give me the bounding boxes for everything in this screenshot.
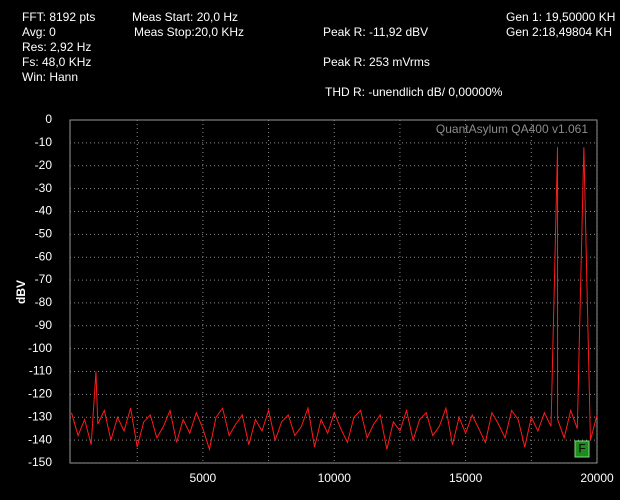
- y-tick-label: -100: [28, 341, 52, 355]
- info-text: Meas Stop:20,0 KHz: [134, 25, 244, 39]
- y-tick-label: -40: [35, 204, 53, 218]
- info-text: Meas Start: 20,0 Hz: [132, 10, 238, 24]
- y-tick-label: 0: [45, 112, 52, 126]
- y-tick-label: -80: [35, 295, 53, 309]
- marker-label: F: [578, 442, 585, 456]
- x-tick-label: 5000: [190, 471, 217, 485]
- info-text: Avg: 0: [22, 25, 56, 39]
- x-tick-label: 15000: [449, 471, 483, 485]
- y-tick-label: -30: [35, 181, 53, 195]
- info-text: Res: 2,92 Hz: [22, 40, 91, 54]
- y-axis-label: dBV: [14, 280, 28, 304]
- watermark: QuantAsylum QA400 v1.061: [436, 122, 588, 136]
- x-tick-label: 10000: [318, 471, 352, 485]
- info-text: Peak R: -11,92 dBV: [323, 25, 428, 39]
- info-text: Gen 1: 19,50000 KH: [506, 10, 615, 24]
- y-tick-label: -130: [28, 409, 52, 423]
- info-text: Peak R: 253 mVrms: [323, 55, 430, 69]
- y-tick-label: -20: [35, 158, 53, 172]
- y-tick-label: -140: [28, 432, 52, 446]
- info-text: Win: Hann: [22, 70, 78, 84]
- y-tick-label: -10: [35, 135, 53, 149]
- y-tick-label: -90: [35, 318, 53, 332]
- y-tick-label: -50: [35, 227, 53, 241]
- y-tick-label: -120: [28, 387, 52, 401]
- info-text: Fs: 48,0 KHz: [22, 55, 91, 69]
- info-text: THD R: -unendlich dB/ 0,00000%: [325, 85, 503, 99]
- info-text: Gen 2:18,49804 KH: [506, 25, 612, 39]
- spectrum-line: [71, 147, 598, 452]
- y-tick-label: -150: [28, 455, 52, 469]
- x-tick-label: 20000: [580, 471, 614, 485]
- y-tick-label: -70: [35, 272, 53, 286]
- y-tick-label: -110: [29, 364, 52, 378]
- plot-frame: [69, 119, 598, 464]
- y-tick-label: -60: [35, 249, 53, 263]
- info-text: FFT: 8192 pts: [22, 10, 95, 24]
- marker-box: [574, 440, 590, 458]
